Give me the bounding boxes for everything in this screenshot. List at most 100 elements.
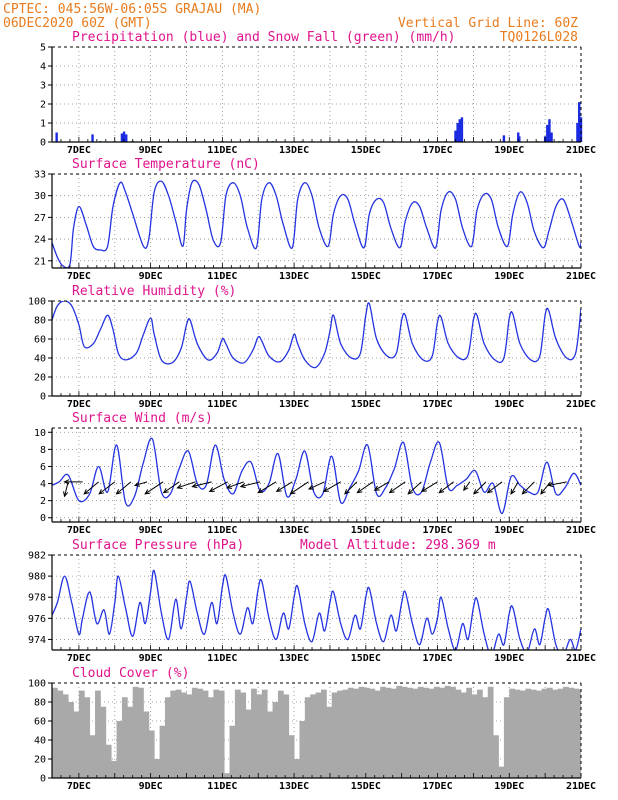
cloud-cover-bar (138, 687, 144, 778)
cloud-cover-bar (476, 689, 483, 778)
precip-bar (456, 123, 459, 142)
precip-bar (546, 124, 549, 142)
cloud-cover-bar (364, 687, 370, 778)
wind-vector (276, 481, 293, 492)
cloud-cover-bar (320, 689, 327, 778)
pressure-date-label: 15DEC (351, 653, 381, 664)
pressure-ytick-label: 976 (28, 614, 46, 625)
wind-vector (357, 481, 374, 494)
wind-vector-head (407, 489, 414, 495)
cloud-date-label: 17DEC (422, 781, 452, 792)
cloud-cover-bar (224, 773, 230, 778)
cloud-ytick-label: 60 (34, 717, 46, 728)
cloud-cover-bar (487, 686, 494, 778)
temp-date-label: 11DEC (207, 271, 237, 282)
wind-vector-head (438, 487, 445, 494)
cloud-cover-bar (213, 689, 220, 778)
cloud-cover-bar (546, 687, 553, 778)
cloud-cover-bar (294, 759, 300, 778)
cloud-cover-bar (175, 689, 182, 778)
pressure-line (52, 569, 581, 650)
cloud-cover-bar (208, 697, 214, 778)
cloud-cover-bar (337, 690, 343, 778)
cloud-cover-bar (514, 689, 521, 778)
temp-ytick-label: 33 (34, 170, 46, 181)
wind-vector-head (420, 486, 427, 493)
wind-vector (177, 481, 196, 489)
wind-vector-head (225, 483, 233, 489)
cloud-cover-bar (73, 711, 80, 778)
wind-vector (134, 481, 148, 486)
cloud-cover-bar (89, 735, 96, 778)
cloud-cover-bar (191, 687, 198, 778)
header-grid-line: Vertical Grid Line: 60Z (398, 16, 578, 31)
wind-vector-head (356, 488, 363, 494)
cloud-cover-bar (396, 685, 403, 778)
cloud-cover-bar (304, 697, 311, 778)
cloud-cover-bar (573, 688, 580, 778)
wind-ytick-label: 0 (40, 513, 46, 524)
wind-ytick-label: 2 (40, 496, 46, 507)
wind-date-label: 21DEC (566, 525, 596, 536)
wind-date-label: 11DEC (207, 525, 237, 536)
cloud-cover-bar (482, 697, 489, 778)
cloud-cover-bar (277, 690, 284, 778)
precip-date-label: 19DEC (494, 145, 524, 156)
wind-vector-head (540, 488, 546, 495)
temp-line (52, 179, 581, 268)
cloud-title: Cloud Cover (%) (72, 666, 189, 681)
rh-date-label: 11DEC (207, 399, 237, 410)
cloud-cover-bar (251, 688, 257, 778)
temp-date-label: 17DEC (422, 271, 452, 282)
wind-vector (192, 481, 212, 488)
cloud-cover-bar (218, 690, 225, 778)
cloud-cover-bar (347, 687, 354, 778)
pressure-panel: Surface Pressure (hPa) Model Altitude: 29… (28, 538, 596, 664)
cloud-cover-bar (159, 725, 166, 778)
temp-date-label: 19DEC (494, 271, 524, 282)
cloud-date-label: 9DEC (139, 781, 163, 792)
precip-ytick-label: 0 (40, 138, 46, 149)
wind-vector-head (63, 479, 70, 485)
cloud-cover-bar (299, 721, 306, 778)
cloud-cover-bar (471, 694, 478, 778)
cloud-cover-bar (240, 692, 247, 778)
rh-date-label: 13DEC (279, 399, 309, 410)
cloud-cover-bar (181, 692, 187, 778)
temp-ytick-label: 24 (34, 235, 46, 246)
temp-ytick-label: 21 (34, 256, 46, 267)
cloud-cover-bar (530, 689, 537, 778)
wind-vector-head (322, 487, 329, 493)
header-date: 06DEC2020 60Z (GMT) (3, 16, 152, 31)
pressure-ytick-label: 974 (28, 635, 46, 646)
cloud-ytick-label: 0 (40, 774, 46, 785)
cloud-ytick-label: 80 (34, 698, 46, 709)
wind-date-label: 19DEC (494, 525, 524, 536)
cloud-cover-bar (369, 688, 376, 778)
rh-ytick-label: 40 (34, 354, 46, 365)
cloud-date-label: 21DEC (566, 781, 596, 792)
wind-panel: Surface Wind (m/s) 0 2 4 6 8 10 7DEC 9DEC 11DEC 13… (34, 411, 596, 536)
precip-date-label: 9DEC (139, 145, 163, 156)
cloud-date-label: 7DEC (67, 781, 91, 792)
wind-vector (64, 481, 69, 497)
wind-vector (308, 481, 325, 490)
cloud-cover-bar (423, 687, 429, 778)
wind-date-label: 15DEC (351, 525, 381, 536)
wind-vector-head (208, 487, 215, 492)
precip-date-label: 13DEC (279, 145, 309, 156)
precip-bar (458, 119, 461, 142)
cloud-cover-bar (412, 688, 419, 778)
rh-ytick-label: 80 (34, 316, 46, 327)
wind-vector-head (373, 485, 380, 491)
precip-bar (550, 132, 553, 142)
cloud-cover-bar (503, 697, 510, 778)
cloud-cover-bar (541, 688, 548, 778)
cloud-cover-bar (57, 690, 64, 778)
wind-vector (487, 481, 503, 494)
cloud-cover-bar (326, 706, 333, 778)
precip-bar (518, 136, 521, 142)
rh-ytick-label: 60 (34, 335, 46, 346)
pressure-date-label: 7DEC (67, 653, 91, 664)
